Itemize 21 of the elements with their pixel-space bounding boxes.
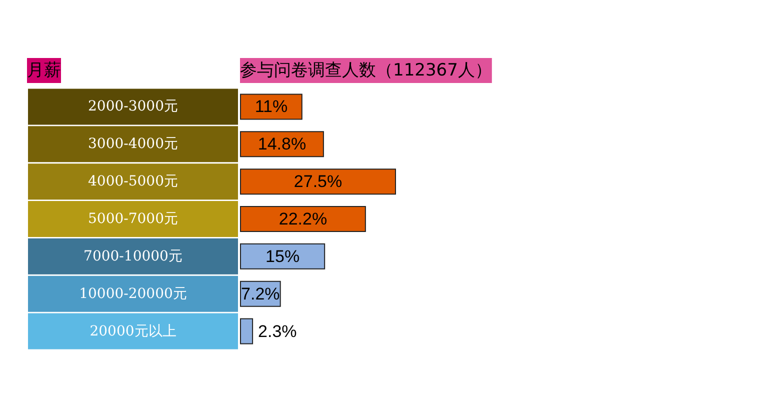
data-label: 7.2% [241, 284, 280, 304]
bar [240, 318, 254, 344]
bar [240, 94, 302, 120]
y-tick-label: 3000-4000元 [88, 136, 178, 152]
y-tick-label: 5000-7000元 [88, 211, 178, 227]
data-label: 22.2% [278, 210, 328, 228]
y-tick-label: 4000-5000元 [88, 174, 178, 190]
chart-title: 参与问卷调查人数（112367人） [240, 60, 492, 80]
data-label: 11% [254, 97, 288, 116]
y-tick-label: 20000元以上 [90, 323, 176, 340]
y-tick-label: 2000-3000元 [88, 98, 178, 115]
data-label: 2.3% [258, 322, 297, 341]
y-tick-label: 7000-10000元 [84, 248, 182, 264]
y-axis-title: 月薪 [27, 60, 61, 80]
data-label: 15% [266, 246, 300, 266]
y-tick-label: 10000-20000元 [79, 286, 187, 302]
bar [240, 206, 366, 232]
bar [240, 243, 326, 270]
bar [240, 168, 396, 195]
data-label: 14.8% [258, 134, 306, 154]
data-label: 27.5% [294, 172, 342, 192]
